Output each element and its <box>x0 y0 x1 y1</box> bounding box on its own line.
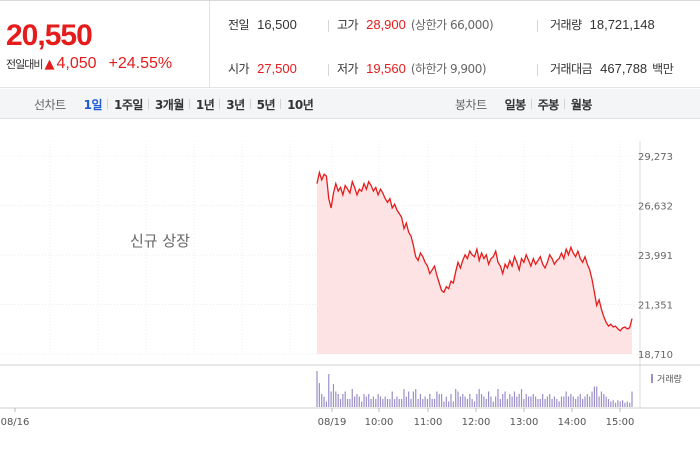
divider <box>328 20 329 32</box>
x-tick-label: 10:00 <box>365 417 394 428</box>
change-label: 전일대비 <box>6 58 43 71</box>
x-tick-label: 13:00 <box>510 417 539 428</box>
volume-bars <box>316 371 633 407</box>
change-percent: +24.55% <box>108 55 173 72</box>
price-line <box>316 169 633 332</box>
tab-5year[interactable]: 5년 <box>249 96 281 113</box>
low-price: 저가 19,560 (하한가 9,900) <box>337 61 487 76</box>
tab-monthly-candle[interactable]: 월봉 <box>563 96 598 113</box>
volume-legend: 거래량 <box>651 373 682 385</box>
x-tick-label: 08/19 <box>318 417 347 428</box>
x-axis-labels: 08/16 08/19 10:00 11:00 12:00 13:00 14:00 15:00 <box>1 408 635 428</box>
current-price: 20,550 <box>6 19 93 52</box>
divider <box>537 64 538 76</box>
high-price: 고가 28,900 (상한가 66,000) <box>337 17 494 32</box>
tab-3month[interactable]: 3개월 <box>147 96 190 113</box>
volume-legend-swatch <box>651 374 653 383</box>
tab-1day[interactable]: 1일 <box>83 97 103 112</box>
x-tick-label: 12:00 <box>462 417 491 428</box>
tab-1year[interactable]: 1년 <box>188 96 220 113</box>
tab-weekly-candle[interactable]: 주봉 <box>530 96 565 113</box>
tab-1week[interactable]: 1주일 <box>107 96 149 113</box>
up-triangle-icon: ▲ <box>44 56 55 72</box>
x-tick-label: 08/16 <box>1 417 30 428</box>
y-tick-label: 18,710 <box>638 350 673 361</box>
change-value: 4,050 <box>56 55 97 72</box>
chart-svg: 29,273 26,632 23,991 21,351 18,710 신규 상장 거래량… <box>0 141 700 428</box>
x-tick-label: 14:00 <box>558 417 587 428</box>
divider <box>537 20 538 32</box>
price-chart: 29,273 26,632 23,991 21,351 18,710 신규 상장 거래량… <box>0 119 700 450</box>
y-tick-label: 26,632 <box>638 202 673 213</box>
y-tick-label: 29,273 <box>638 152 673 163</box>
trade-amount: 거래대금 467,788 백만 <box>550 61 674 76</box>
quote-panel: 20,550 전일대비 ▲ 4,050 +24.55% 전일 16,500 고가… <box>0 0 700 88</box>
new-listing-annotation: 신규 상장 <box>130 232 190 250</box>
y-axis-labels: 29,273 26,632 23,991 21,351 18,710 <box>638 152 673 361</box>
price-area <box>317 172 632 354</box>
tab-daily-candle[interactable]: 일봉 <box>504 97 527 112</box>
y-tick-label: 23,991 <box>638 251 673 262</box>
x-tick-label: 11:00 <box>414 417 443 428</box>
tab-3year[interactable]: 3년 <box>219 96 250 113</box>
x-tick-label: 15:00 <box>606 417 635 428</box>
y-tick-label: 21,351 <box>638 300 673 311</box>
price-box: 20,550 전일대비 ▲ 4,050 +24.55% <box>0 1 210 88</box>
volume-legend-label: 거래량 <box>657 373 682 385</box>
divider <box>328 64 329 76</box>
open-price: 시가 27,500 <box>228 61 297 76</box>
tab-10year[interactable]: 10년 <box>280 96 319 113</box>
volume: 거래량 18,721,148 <box>550 17 655 32</box>
period-bar: 선차트 1일 1주일 3개월 1년 3년 5년 10년 봉차트 일봉 주봉 월봉 <box>0 89 700 119</box>
prev-close: 전일 16,500 <box>228 17 297 32</box>
line-chart-tabs: 선차트 1일 1주일 3개월 1년 3년 5년 10년 <box>34 89 319 119</box>
price-change: 전일대비 ▲ 4,050 +24.55% <box>6 55 172 73</box>
candle-chart-tabs: 봉차트 일봉 주봉 월봉 <box>455 89 598 119</box>
